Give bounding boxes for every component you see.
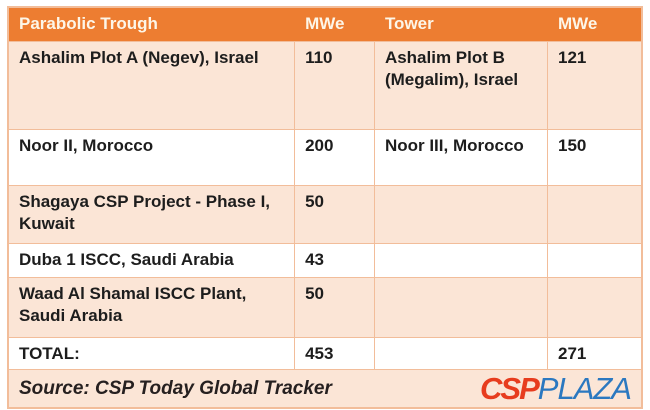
logo-plaza-part: PLAZA (537, 370, 632, 406)
cell-tower-project (373, 184, 549, 244)
cell-tower-project: Ashalim Plot B (Megalim), Israel (373, 40, 549, 130)
csp-capacity-table-wrapper: Parabolic Trough MWe Tower MWe Ashalim P… (7, 6, 643, 409)
footer-row: Source: CSP Today Global Tracker CSPPLAZ… (7, 368, 643, 409)
cell-tower-project (373, 276, 549, 338)
cell-tower-mwe: 121 (547, 40, 643, 130)
table-row: Ashalim Plot A (Negev), Israel 110 Ashal… (7, 40, 643, 130)
source-attribution: Source: CSP Today Global Tracker (19, 377, 332, 399)
footer-inner: Source: CSP Today Global Tracker CSPPLAZ… (19, 373, 633, 404)
cell-trough-project: Noor II, Morocco (7, 128, 296, 186)
header-parabolic-trough: Parabolic Trough (7, 6, 296, 42)
cell-trough-mwe: 43 (294, 242, 375, 278)
logo-csp-part: CSP (480, 370, 540, 406)
cell-trough-project: Duba 1 ISCC, Saudi Arabia (7, 242, 296, 278)
cell-trough-mwe: 50 (294, 276, 375, 338)
cell-trough-project: Shagaya CSP Project - Phase I, Kuwait (7, 184, 296, 244)
cell-trough-mwe: 110 (294, 40, 375, 130)
cell-trough-project: Waad Al Shamal ISCC Plant, Saudi Arabia (7, 276, 296, 338)
table-row: Duba 1 ISCC, Saudi Arabia 43 (7, 242, 643, 278)
total-tower-empty (373, 336, 549, 370)
total-tower-mwe: 271 (547, 336, 643, 370)
cell-trough-mwe: 50 (294, 184, 375, 244)
total-trough-mwe: 453 (294, 336, 375, 370)
table-row: Shagaya CSP Project - Phase I, Kuwait 50 (7, 184, 643, 244)
cell-trough-mwe: 200 (294, 128, 375, 186)
cell-tower-mwe (547, 242, 643, 278)
header-mwe-trough: MWe (294, 6, 375, 42)
header-tower: Tower (373, 6, 549, 42)
cell-tower-mwe: 150 (547, 128, 643, 186)
cell-tower-mwe (547, 276, 643, 338)
csp-capacity-table: Parabolic Trough MWe Tower MWe Ashalim P… (7, 6, 643, 409)
cell-tower-mwe (547, 184, 643, 244)
cell-tower-project (373, 242, 549, 278)
total-label: TOTAL: (7, 336, 296, 370)
total-row: TOTAL: 453 271 (7, 336, 643, 370)
csp-plaza-logo: CSPPLAZA (480, 373, 633, 404)
table-row: Noor II, Morocco 200 Noor III, Morocco 1… (7, 128, 643, 186)
cell-tower-project: Noor III, Morocco (373, 128, 549, 186)
header-mwe-tower: MWe (547, 6, 643, 42)
header-row: Parabolic Trough MWe Tower MWe (7, 6, 643, 42)
cell-trough-project: Ashalim Plot A (Negev), Israel (7, 40, 296, 130)
table-row: Waad Al Shamal ISCC Plant, Saudi Arabia … (7, 276, 643, 338)
